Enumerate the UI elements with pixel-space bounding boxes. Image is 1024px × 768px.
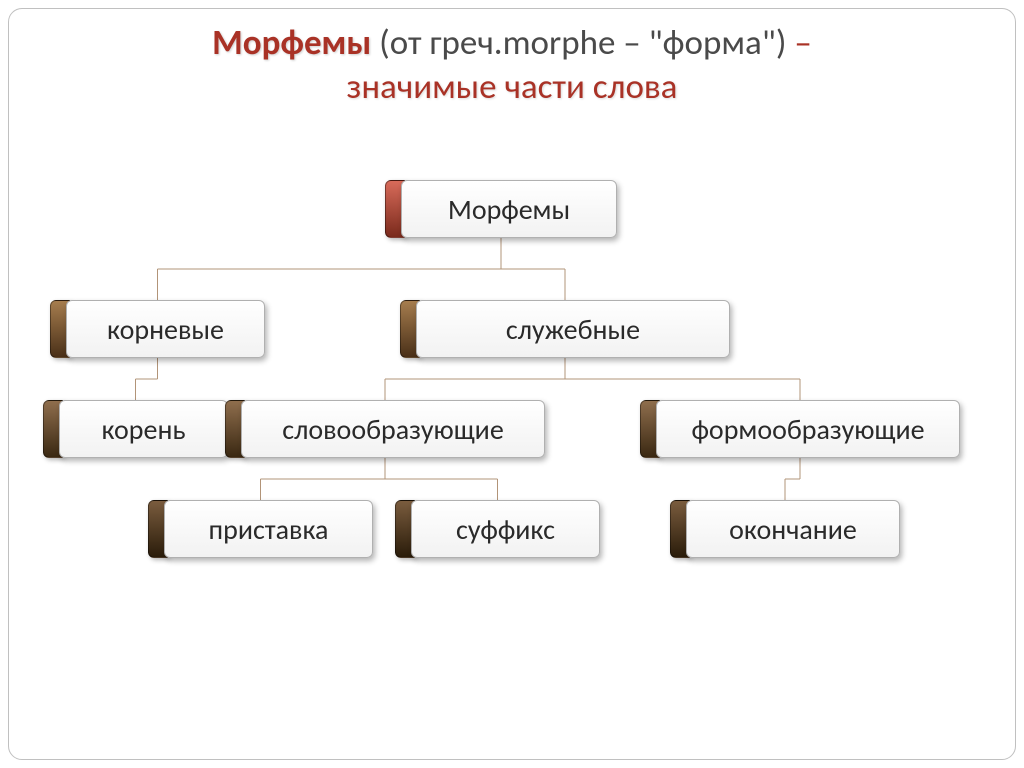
node-label: словообразующие bbox=[241, 400, 545, 458]
node-label: формообразующие bbox=[656, 400, 960, 458]
tree-node-slovo: словообразующие bbox=[225, 400, 545, 458]
tree-node-root: Морфемы bbox=[385, 180, 617, 238]
node-label: окончание bbox=[686, 500, 900, 558]
tree-node-sluzh: служебные bbox=[400, 300, 730, 358]
tree-node-okon: окончание bbox=[670, 500, 900, 558]
node-label: суффикс bbox=[411, 500, 600, 558]
node-label: корневые bbox=[66, 300, 265, 358]
tree-node-prist: приставка bbox=[148, 500, 373, 558]
morpheme-tree-diagram: Морфемы корневые служебные кореньсловообраз… bbox=[0, 0, 1024, 768]
tree-connectors bbox=[0, 0, 1024, 768]
node-label: служебные bbox=[416, 300, 730, 358]
node-label: Морфемы bbox=[401, 180, 617, 238]
tree-node-formo: формообразующие bbox=[640, 400, 960, 458]
tree-node-korn: корневые bbox=[50, 300, 265, 358]
tree-node-suff: суффикс bbox=[395, 500, 600, 558]
tree-node-koren: корень bbox=[43, 400, 228, 458]
node-label: корень bbox=[59, 400, 228, 458]
node-label: приставка bbox=[164, 500, 373, 558]
